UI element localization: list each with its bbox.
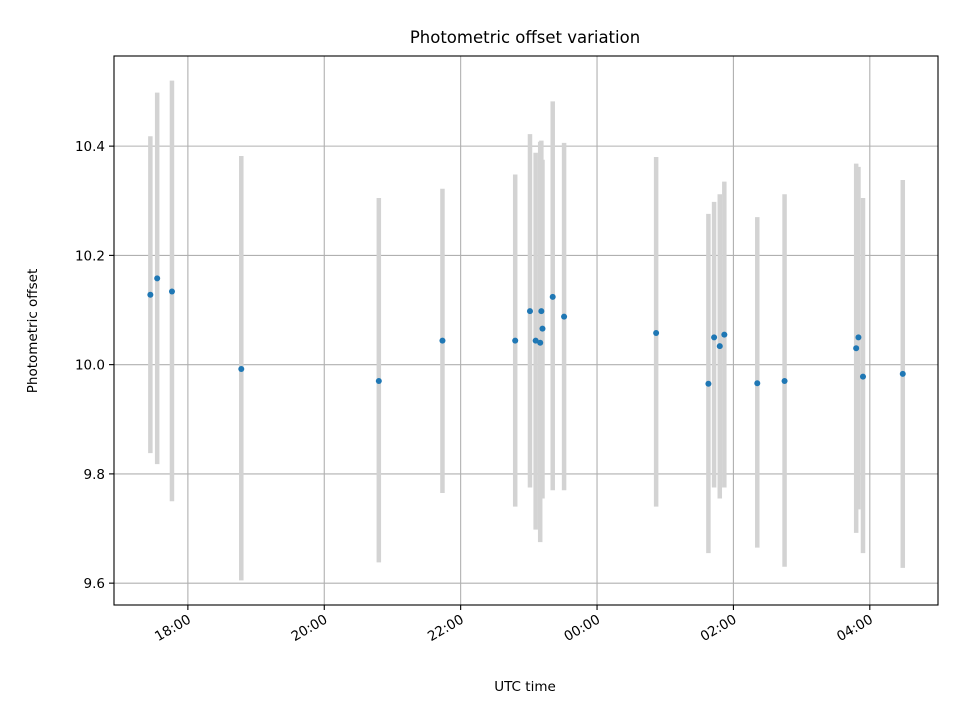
chart-title: Photometric offset variation [410,28,640,47]
data-point [705,380,712,387]
plot-frame [113,55,939,606]
data-point [899,370,906,377]
data-point [549,293,556,300]
y-tick-label: 9.6 [84,576,105,592]
data-point [147,291,154,298]
grid [114,56,938,605]
data-point [781,378,788,385]
data-point [532,337,539,344]
data-point [539,325,546,332]
data-point [716,343,723,350]
data-point [537,339,544,346]
y-axis-ticks: 9.6 9.8 10.0 10.2 10.4 [75,139,114,592]
data-point [653,329,660,336]
data-point [238,366,245,373]
data-point [561,313,568,320]
y-tick-label: 9.8 [84,467,105,483]
data-point [538,308,545,315]
data-point [168,288,175,295]
data-point [375,378,382,385]
data-point [754,380,761,387]
data-point [512,337,519,344]
data-point [859,373,866,380]
data-point [721,331,728,338]
data-point [853,345,860,352]
data-point [711,334,718,341]
y-tick-label: 10.2 [75,248,105,264]
data-points [147,275,906,387]
data-point [526,308,533,315]
y-tick-label: 10.0 [75,358,105,374]
data-point [439,337,446,344]
data-point [855,334,862,341]
y-axis-label: Photometric offset [25,269,41,393]
x-axis-label: UTC time [494,679,556,695]
data-point [154,275,161,282]
y-tick-label: 10.4 [75,139,105,155]
